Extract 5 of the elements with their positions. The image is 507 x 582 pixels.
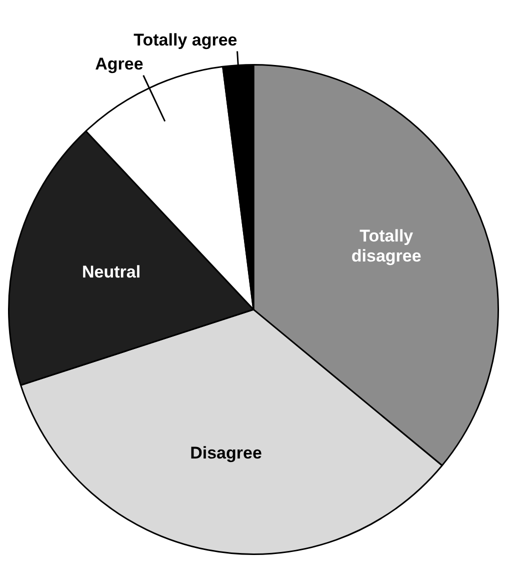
slice-label: Neutral: [82, 262, 141, 282]
slice-label: Totally disagree: [351, 226, 422, 266]
slice-label: Totally agree: [134, 30, 238, 50]
slice-label: Agree: [95, 54, 144, 74]
slice-label: Disagree: [190, 443, 262, 462]
